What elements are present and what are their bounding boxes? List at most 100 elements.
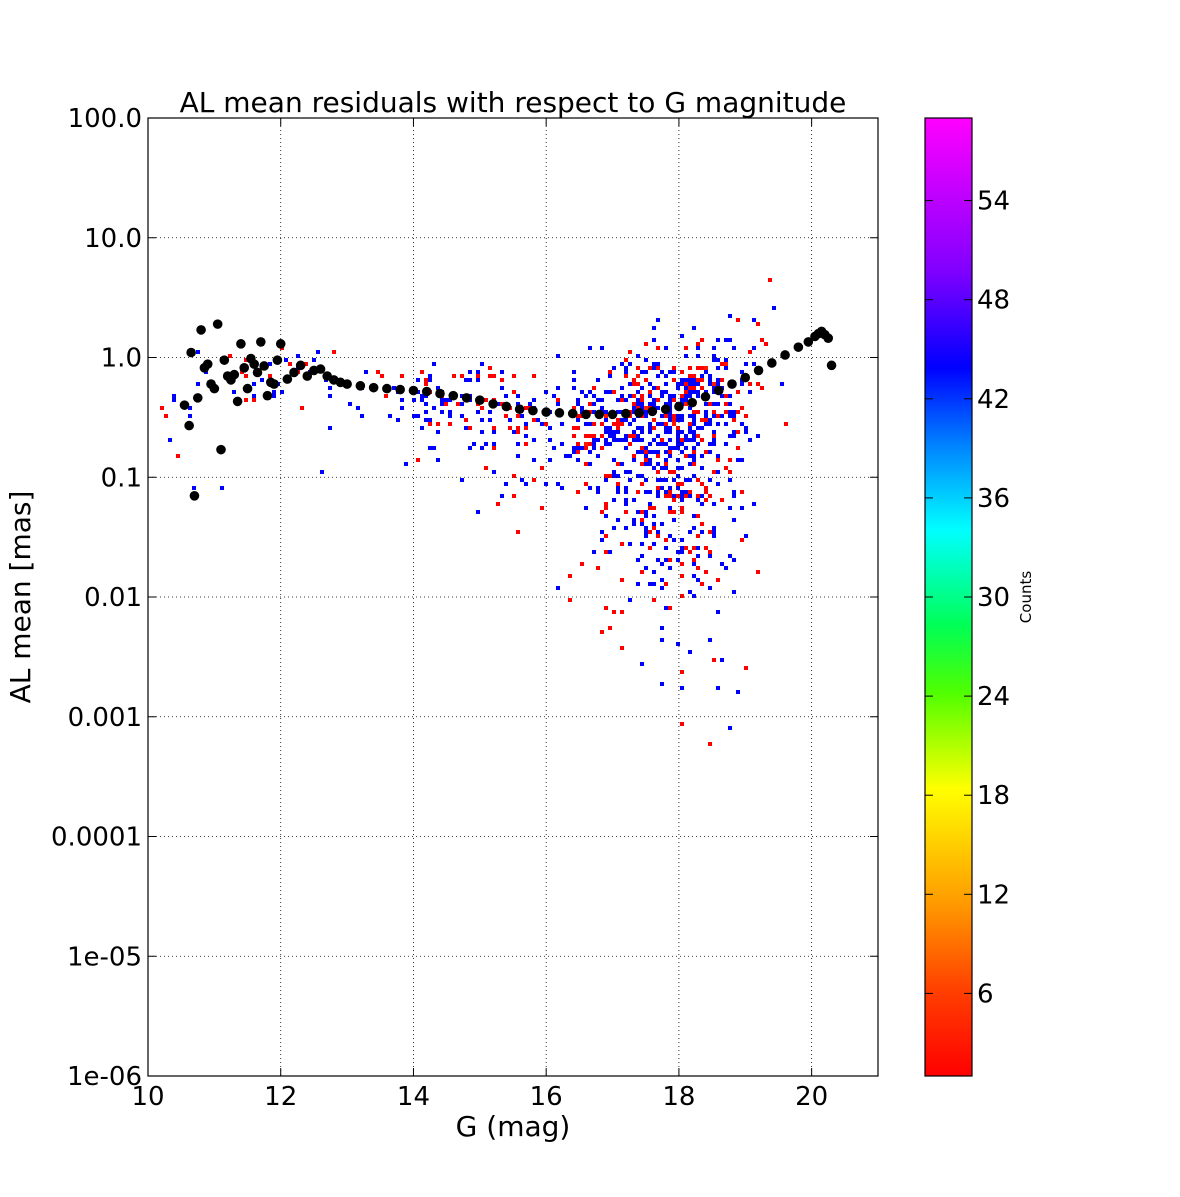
- mean-point: [368, 382, 379, 393]
- mean-point: [448, 390, 459, 401]
- mean-point: [541, 407, 551, 417]
- y-axis: 1e-06 1e-05 0.0001 0.001 0.01 0.1 1.0 10.0 100.0: [51, 104, 878, 1092]
- mean-point: [753, 365, 764, 376]
- mean-point: [295, 360, 306, 371]
- mean-point: [660, 404, 671, 415]
- colorbar-tick-label: 30: [977, 583, 1010, 613]
- mean-point: [793, 342, 804, 352]
- mean-point: [192, 393, 203, 403]
- density-heatmap: [160, 278, 788, 746]
- mean-point: [382, 383, 392, 394]
- mean-point: [189, 490, 200, 501]
- mean-point: [236, 339, 246, 349]
- y-tick-label: 10.0: [84, 224, 142, 254]
- mean-point: [567, 408, 578, 419]
- mean-point: [179, 400, 190, 410]
- mean-point: [634, 408, 644, 418]
- mean-point: [461, 393, 472, 403]
- mean-point: [262, 390, 273, 401]
- mean-point: [202, 359, 213, 369]
- mean-points: [179, 319, 837, 501]
- mean-point: [272, 355, 283, 365]
- mean-point: [647, 406, 658, 417]
- mean-point: [395, 384, 405, 395]
- mean-point: [700, 391, 711, 402]
- colorbar-tick-label: 36: [977, 484, 1010, 514]
- mean-point: [302, 371, 313, 381]
- mean-point: [209, 383, 220, 394]
- mean-point: [594, 409, 605, 420]
- x-tick-label: 14: [397, 1082, 430, 1112]
- mean-point: [289, 367, 299, 378]
- mean-point: [826, 360, 837, 371]
- colorbar-tick-label: 12: [977, 880, 1010, 910]
- mean-point: [342, 379, 352, 389]
- y-tick-label: 0.01: [84, 583, 142, 613]
- mean-point: [687, 397, 697, 408]
- colorbar-tick-label: 24: [977, 682, 1010, 712]
- mean-point: [435, 388, 445, 399]
- mean-point: [252, 367, 263, 378]
- mean-point: [713, 385, 724, 396]
- mean-point: [282, 374, 293, 384]
- mean-point: [475, 395, 485, 405]
- colorbar-tick-label: 42: [977, 385, 1010, 415]
- mean-point: [232, 396, 243, 407]
- mean-point: [355, 381, 366, 391]
- y-tick-label: 0.0001: [51, 823, 142, 853]
- x-tick-label: 16: [530, 1082, 563, 1112]
- y-axis-label: AL mean [mas]: [4, 491, 37, 704]
- mean-point: [275, 339, 286, 349]
- mean-point: [421, 386, 432, 397]
- x-tick-label: 20: [795, 1082, 828, 1112]
- y-tick-label: 1e-06: [67, 1062, 142, 1092]
- mean-point: [554, 408, 565, 418]
- y-tick-label: 0.001: [68, 703, 142, 733]
- grid: [148, 118, 878, 1076]
- colorbar-tick-label: 6: [977, 979, 994, 1009]
- x-axis-label: G (mag): [456, 1110, 571, 1143]
- mean-point: [767, 358, 777, 368]
- mean-point: [514, 404, 525, 415]
- mean-point: [501, 401, 512, 412]
- mean-point: [674, 401, 684, 412]
- mean-point: [408, 385, 419, 396]
- colorbar-ticks: 6 12 18 24 30 36 42 48 54: [925, 187, 1010, 1009]
- x-axis: 10 12 14 16 18 20: [131, 118, 828, 1112]
- mean-point: [184, 420, 194, 431]
- mean-point: [212, 319, 223, 329]
- mean-point: [621, 408, 631, 419]
- y-tick-label: 0.1: [101, 463, 142, 493]
- mean-point: [823, 333, 834, 343]
- y-tick-label: 1e-05: [67, 942, 142, 972]
- mean-point: [269, 379, 279, 389]
- mean-point: [219, 355, 230, 365]
- mean-point: [315, 364, 326, 374]
- mean-point: [186, 347, 196, 358]
- mean-point: [740, 372, 751, 383]
- y-tick-label: 100.0: [68, 104, 142, 134]
- mean-point: [259, 361, 269, 371]
- mean-point: [528, 405, 538, 416]
- x-tick-label: 12: [264, 1082, 297, 1112]
- mean-point: [581, 409, 591, 420]
- mean-point: [607, 409, 618, 420]
- x-tick-label: 18: [662, 1082, 695, 1112]
- chart-title: AL mean residuals with respect to G magn…: [180, 86, 847, 119]
- mean-point: [239, 363, 250, 373]
- mean-point: [216, 444, 226, 455]
- mean-point: [229, 369, 240, 380]
- colorbar-tick-label: 54: [977, 187, 1010, 217]
- colorbar-tick-label: 18: [977, 781, 1010, 811]
- colorbar-label: Counts: [1017, 571, 1035, 624]
- mean-point: [196, 325, 206, 335]
- mean-point: [488, 399, 498, 409]
- mean-point: [249, 359, 259, 369]
- mean-point: [256, 337, 266, 347]
- x-tick-label: 10: [131, 1082, 164, 1112]
- mean-point: [803, 337, 814, 347]
- colorbar-tick-label: 48: [977, 286, 1010, 316]
- mean-point: [242, 383, 253, 394]
- y-tick-label: 1.0: [101, 344, 142, 374]
